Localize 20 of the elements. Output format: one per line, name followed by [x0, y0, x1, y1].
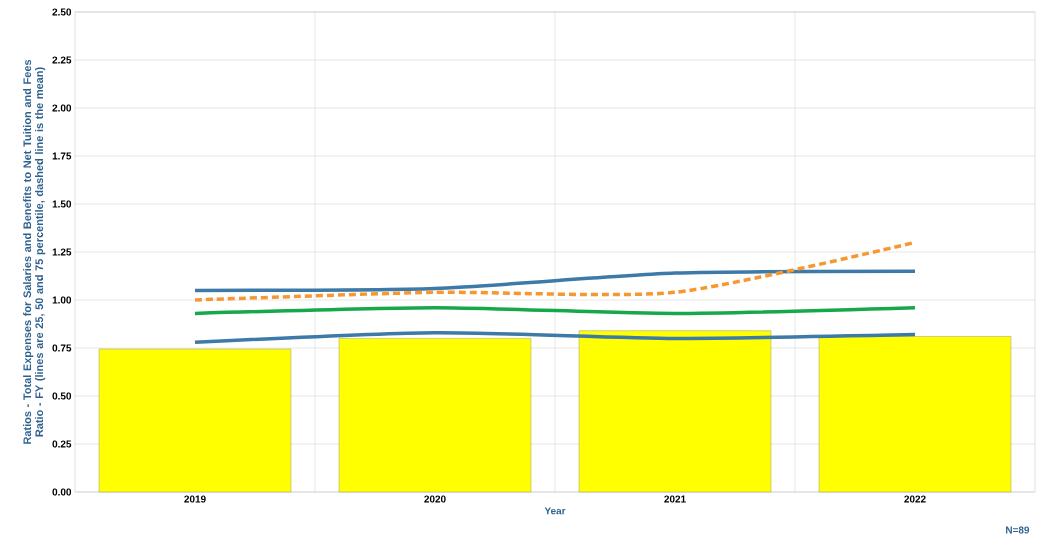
x-tick-label: 2021 [664, 495, 686, 503]
y-tick-label: 1.25 [52, 248, 72, 256]
x-tick-label: 2020 [424, 495, 446, 503]
y-tick-label: 0.25 [52, 440, 72, 448]
line-series [193, 269, 917, 293]
y-axis-title: Ratios - Total Expenses for Salaries and Benefits to Net Tuition and Fees Ratio - FY (lines are 25, 50 and 75 percentile, dashed line is the mean) [23, 59, 46, 444]
y-tick-label: 0.50 [52, 392, 72, 400]
line-series [193, 330, 917, 344]
x-tick-label: 2019 [184, 495, 206, 503]
y-tick-label: 0.75 [52, 344, 72, 352]
y-tick-label: 1.50 [52, 200, 72, 208]
x-tick-label: 2022 [904, 495, 926, 503]
y-tick-label: 0.00 [52, 488, 72, 496]
x-axis-title: Year [544, 507, 566, 515]
text: N=89 [1006, 526, 1030, 534]
y-tick-label: 1.75 [52, 152, 72, 160]
y-tick-label: 1.00 [52, 296, 72, 304]
y-tick-label: 2.00 [52, 104, 72, 112]
y-tick-label: 2.25 [52, 56, 72, 64]
y-tick-label: 2.50 [52, 8, 72, 16]
